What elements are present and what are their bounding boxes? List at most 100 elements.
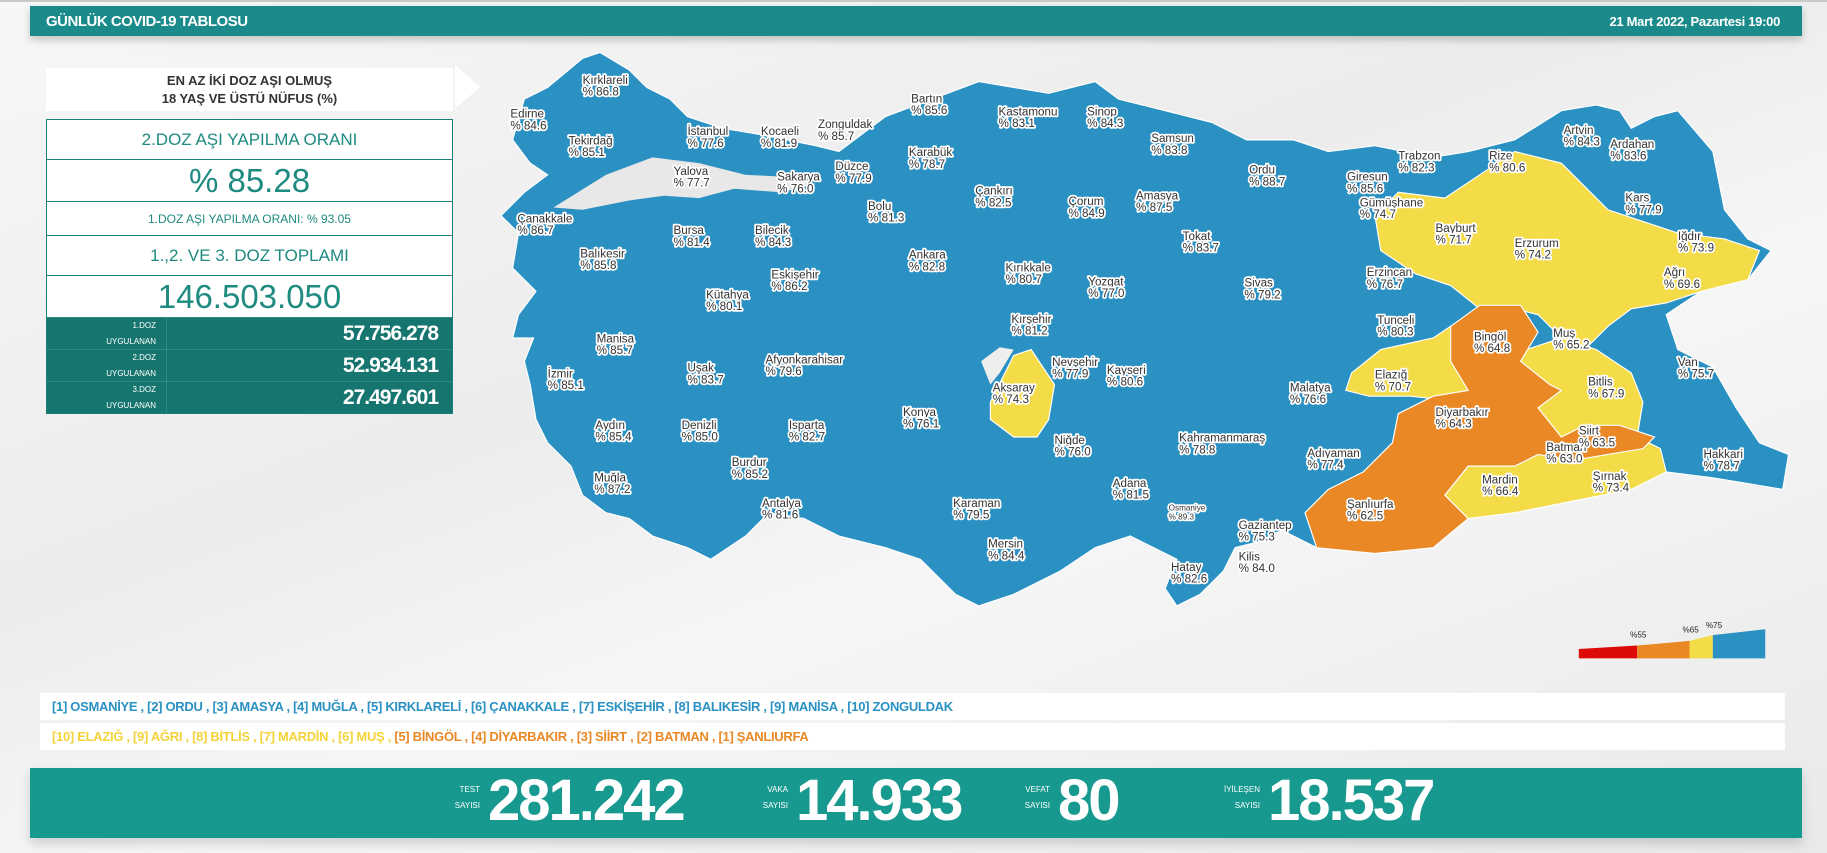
province-rate: % 85.7 (597, 344, 633, 357)
province-rate: % 63.5 (1579, 436, 1615, 449)
province-label: Ankara% 82.8 (907, 247, 948, 275)
province-region-yellow (989, 348, 1056, 438)
province-label: Artvin% 84.3 (1562, 122, 1602, 150)
vaccination-panel-title: EN AZ İKİ DOZ AŞI OLMUŞ 18 YAŞ VE ÜSTÜ N… (46, 68, 453, 111)
province-name: Edirne (510, 108, 544, 121)
province-rate: % 74.3 (993, 393, 1029, 406)
province-label: Muş% 65.2 (1551, 325, 1591, 353)
province-rate: % 84.3 (755, 236, 791, 249)
province-name: Denizli (682, 419, 717, 432)
province-name: Siirt (1579, 425, 1600, 438)
province-label: Batman% 63.0 (1544, 439, 1588, 467)
province-ranking-text: [1] OSMANİYE , [2] ORDU , [3] AMASYA , [… (52, 699, 953, 714)
province-label: Rize% 80.6 (1487, 148, 1527, 176)
legend-label: %65 (1683, 626, 1700, 635)
province-name: Sakarya (777, 171, 820, 184)
province-rate: % 87.5 (1136, 201, 1172, 214)
dose-value: 57.756.278 (342, 322, 439, 345)
province-name: Kırşehir (1011, 313, 1051, 326)
province-name: Sinop (1087, 105, 1117, 118)
province-name: Balıkesir (580, 248, 625, 261)
page-title: GÜNLÜK COVID-19 TABLOSU (46, 13, 248, 30)
stat-label: TEST (459, 785, 480, 794)
province-name: İstanbul (687, 125, 728, 138)
stat-value: 80 (1058, 768, 1120, 833)
province-rate: % 73.9 (1678, 242, 1714, 255)
province-label: Elazığ% 70.7 (1373, 367, 1413, 395)
province-name: Çanakkale (517, 213, 572, 226)
province-label: Bursa% 81.4 (672, 222, 712, 250)
province-label: Düzce% 77.9 (834, 158, 874, 186)
province-rate: % 79.2 (1244, 288, 1280, 301)
province-label: Iğdır% 73.9 (1676, 228, 1716, 256)
province-rate: % 76.7 (1367, 278, 1403, 291)
province-name: Mersin (988, 538, 1023, 551)
province-name: Ankara (909, 249, 946, 262)
province-name: Gaziantep (1239, 519, 1292, 532)
province-rate: % 82.7 (789, 430, 825, 443)
province-name: Bayburt (1436, 222, 1477, 235)
province-rate: % 78.8 (1179, 443, 1215, 456)
province-name: Yalova (673, 165, 708, 178)
province-name: Zonguldak (818, 118, 873, 131)
province-label: Tunceli% 80.3 (1375, 312, 1416, 340)
province-name: Konya (903, 406, 937, 419)
province-name: Iğdır (1678, 230, 1701, 243)
province-label: Kırıkkale% 80.7 (1004, 260, 1053, 288)
province-label: Trabzon% 82.3 (1396, 148, 1442, 176)
province-label: Mardin% 66.4 (1480, 472, 1520, 500)
province-rate: % 81.9 (761, 137, 797, 150)
province-label: Ordu% 88.7 (1247, 162, 1287, 190)
dose-label: UYGULANAN (106, 337, 156, 346)
province-label: Gümüşhane% 74.7 (1358, 195, 1425, 223)
province-rate: % 74.7 (1360, 208, 1396, 221)
province-rate: % 86.2 (771, 280, 807, 293)
province-rate: % 85.8 (580, 259, 616, 272)
province-rate: % 85.4 (595, 430, 632, 443)
province-label: Bayburt% 71.7 (1434, 220, 1478, 248)
province-rate: % 76.0 (777, 182, 814, 195)
dose-label: 3.DOZ (132, 385, 156, 394)
province-rate: % 64.8 (1474, 342, 1510, 355)
province-name: Ardahan (1610, 138, 1654, 151)
province-name: Aydın (595, 419, 625, 432)
province-rate: % 84.6 (510, 119, 546, 132)
province-label: Afyonkarahisar% 79.6 (764, 352, 845, 380)
legend-swatch (1637, 640, 1690, 659)
province-rate: % 82.5 (975, 196, 1011, 209)
province-label: Zonguldak% 85.7 (816, 116, 874, 144)
panel-title-line1: EN AZ İKİ DOZ AŞI OLMUŞ (166, 73, 333, 88)
province-name: Kayseri (1107, 364, 1146, 377)
province-label: Gaziantep% 75.3 (1237, 517, 1294, 545)
province-rate: % 80.6 (1489, 161, 1525, 174)
header-bar: GÜNLÜK COVID-19 TABLOSU 21 Mart 2022, Pa… (30, 6, 1802, 36)
top-provinces-list: [1] OSMANİYE , [2] ORDU , [3] AMASYA , [… (40, 693, 1785, 720)
province-label: Kastamonu% 83.1 (997, 104, 1059, 132)
stat-label: SAYISI (762, 801, 788, 810)
province-name: Karaman (953, 497, 1000, 510)
province-name: Karabük (909, 146, 953, 159)
province-name: Eskişehir (771, 269, 818, 282)
province-label: Erzincan% 76.7 (1365, 264, 1414, 292)
province-rate: % 82.8 (909, 260, 945, 273)
province-rate: % 77.9 (1052, 368, 1088, 381)
dose-label: 1.DOZ (132, 321, 156, 330)
province-rate: % 80.6 (1107, 376, 1143, 389)
province-label: Sivas% 79.2 (1243, 275, 1283, 303)
province-name: Düzce (835, 160, 868, 173)
province-name: Sivas (1244, 277, 1273, 290)
dose2-label: 2.DOZ AŞI YAPILMA ORANI (47, 120, 452, 160)
province-label: Niğde% 76.0 (1053, 432, 1093, 460)
province-rate: % 83.6 (1610, 150, 1646, 163)
legend-swatch (1712, 629, 1766, 659)
province-name: Amasya (1136, 189, 1179, 202)
province-name: Rize (1489, 150, 1512, 163)
province-rate: % 76.6 (1290, 393, 1326, 406)
province-ranking-text: [10] ELAZIĞ , [9] AĞRI , [8] BİTLİS , [7… (52, 729, 395, 744)
province-name: Afyonkarahisar (766, 354, 844, 367)
province-label: Şanlıurfa% 62.5 (1345, 496, 1396, 524)
province-rate: % 84.0 (1239, 562, 1276, 575)
province-rate: % 77.7 (673, 176, 709, 189)
province-name: Şanlıurfa (1347, 498, 1394, 511)
province-rate: % 83.8 (1151, 144, 1187, 157)
